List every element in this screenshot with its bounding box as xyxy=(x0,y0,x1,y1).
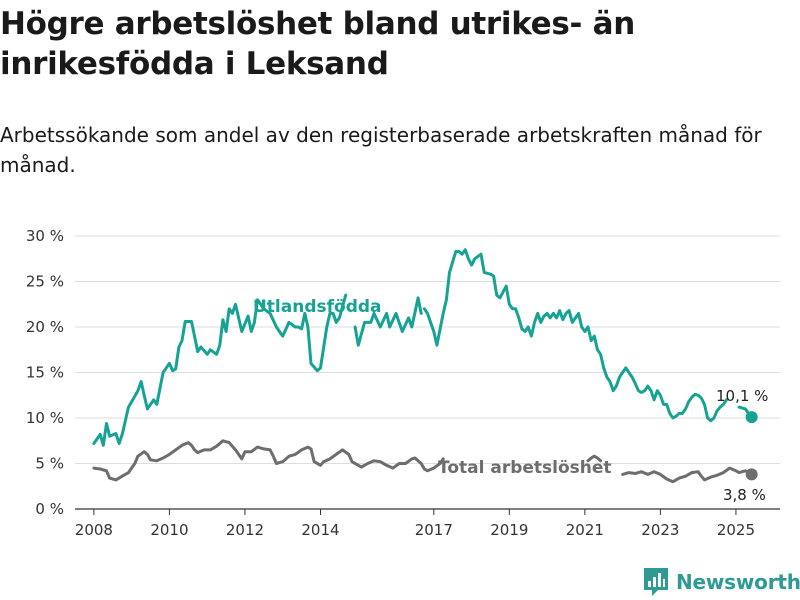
y-tick-label: 25 % xyxy=(26,273,64,291)
newsworthy-logo: Newsworthy xyxy=(644,568,800,596)
series-line-0 xyxy=(422,248,728,423)
x-tick-label: 2019 xyxy=(490,521,528,539)
series-label-total: Total arbetslöshet xyxy=(438,458,612,478)
x-tick-label: 2014 xyxy=(301,521,339,539)
y-tick-label: 10 % xyxy=(26,409,64,427)
chart-title: Högre arbetslöshet bland utrikes- än inr… xyxy=(0,6,636,82)
x-tick-label: 2025 xyxy=(717,521,755,539)
y-tick-label: 0 % xyxy=(35,500,64,518)
series-line-0 xyxy=(353,296,423,347)
newsworthy-logo-icon xyxy=(644,568,668,596)
x-tick-label: 2012 xyxy=(226,521,264,539)
x-tick-label: 2008 xyxy=(75,521,113,539)
y-axis: 0 % 5 % 10 % 15 % 20 % 25 % 30 % xyxy=(26,227,64,518)
x-tick-label: 2010 xyxy=(150,521,188,539)
x-axis: 2008 2010 2012 2014 2017 2019 2021 2023 2025 xyxy=(75,509,755,539)
x-tick-label: 2023 xyxy=(641,521,679,539)
series-labels: Utlandsfödda Total arbetslöshet 10,1 % 3,8 … xyxy=(253,297,768,504)
grid-lines xyxy=(75,235,780,510)
series-line-1 xyxy=(621,466,754,484)
chart-subtitle: Arbetssökande som andel av den registerb… xyxy=(0,123,762,177)
series-line-0 xyxy=(92,293,348,447)
series-line-1 xyxy=(586,454,603,463)
end-marker-0 xyxy=(745,411,758,424)
x-tick-label: 2017 xyxy=(415,521,453,539)
series-lines xyxy=(92,248,758,484)
end-label-utlandsfodda: 10,1 % xyxy=(716,387,768,405)
y-tick-label: 15 % xyxy=(26,364,64,382)
y-tick-label: 30 % xyxy=(26,227,64,245)
y-tick-label: 5 % xyxy=(35,455,64,473)
x-tick-label: 2021 xyxy=(566,521,604,539)
end-label-total: 3,8 % xyxy=(723,486,766,504)
end-marker-1 xyxy=(745,468,758,481)
y-tick-label: 20 % xyxy=(26,318,64,336)
series-line-1 xyxy=(92,439,445,482)
series-label-utlandsfodda: Utlandsfödda xyxy=(253,297,382,317)
brand-name: Newsworthy xyxy=(676,570,800,594)
